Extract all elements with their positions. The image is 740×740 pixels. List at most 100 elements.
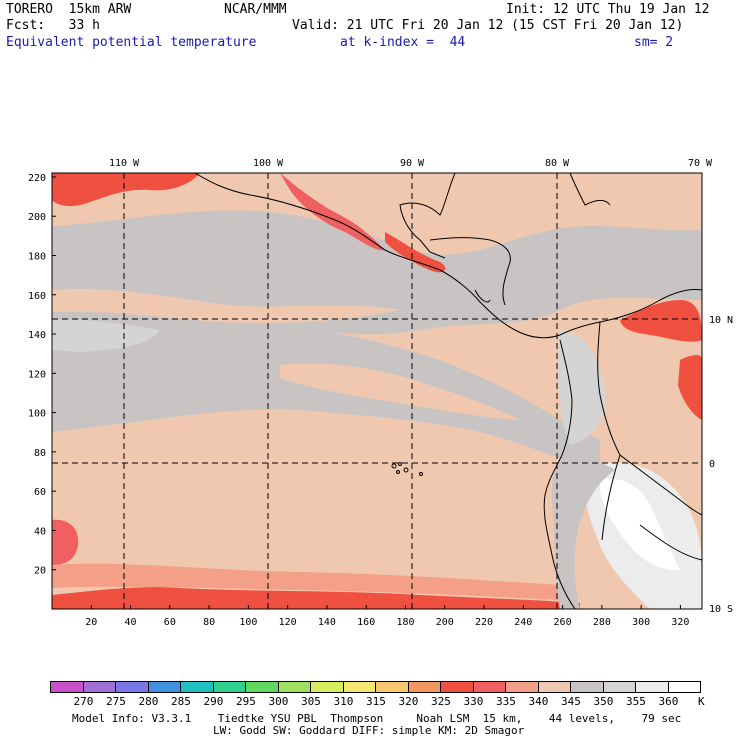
colorbar-label: 285 bbox=[171, 695, 191, 708]
level-info: at k-index = 44 bbox=[340, 35, 466, 50]
x-tick-label: 100 bbox=[239, 617, 257, 628]
footer-physics-info: LW: Godd SW: Goddard DIFF: simple KM: 2D… bbox=[213, 724, 525, 737]
colorbar-label: 340 bbox=[528, 695, 549, 708]
colorbar-swatch bbox=[505, 681, 539, 693]
center-title: NCAR/MMM bbox=[224, 2, 287, 17]
x-tick-label: 300 bbox=[632, 617, 650, 628]
init-time: Init: 12 UTC Thu 19 Jan 12 bbox=[506, 2, 710, 17]
field-grey-band-north bbox=[52, 210, 702, 335]
x-tick-label: 40 bbox=[125, 617, 137, 628]
y-tick-label: 200 bbox=[28, 212, 46, 223]
y-tick-label: 100 bbox=[28, 409, 46, 420]
colorbar-swatch bbox=[472, 681, 506, 693]
colorbar-label: 345 bbox=[561, 695, 581, 708]
colorbar-label: 325 bbox=[431, 695, 451, 708]
forecast-hour: Fcst: 33 h bbox=[6, 18, 100, 33]
x-tick-label: 260 bbox=[554, 617, 572, 628]
footer-model-info: Model Info: V3.3.1 Tiedtke YSU PBL Thomp… bbox=[72, 712, 682, 725]
valid-time: Valid: 21 UTC Fri 20 Jan 12 (15 CST Fri … bbox=[292, 18, 684, 33]
field-red-strip-south bbox=[52, 587, 580, 609]
coastlines bbox=[194, 173, 702, 609]
lat-label-10n: 10 N bbox=[709, 315, 733, 326]
colorbar-label: 270 bbox=[73, 695, 94, 708]
map-frame bbox=[51, 172, 703, 610]
colorbar-swatch bbox=[440, 681, 474, 693]
colorbar-swatch bbox=[635, 681, 669, 693]
lon-label-110w: 110 W bbox=[109, 158, 140, 169]
lon-label-70w: 70 W bbox=[688, 158, 713, 169]
colorbar-swatch bbox=[342, 681, 376, 693]
field-red-patch-nw bbox=[52, 173, 200, 207]
colorbar-label: 275 bbox=[106, 695, 126, 708]
latlon-grid bbox=[52, 173, 702, 609]
colorbar-label: 350 bbox=[593, 695, 614, 708]
colorbar-label: 310 bbox=[333, 695, 354, 708]
x-tick-label: 80 bbox=[203, 617, 215, 628]
colorbar-label: 320 bbox=[398, 695, 419, 708]
colorbar-swatch bbox=[50, 681, 84, 693]
colorbar-swatch bbox=[667, 681, 701, 693]
colorbar-swatch bbox=[407, 681, 441, 693]
colorbar-label: 360 bbox=[658, 695, 679, 708]
x-tick-label: 160 bbox=[357, 617, 375, 628]
field-red-patch-venezuela bbox=[620, 300, 702, 342]
colorbar-swatch bbox=[537, 681, 571, 693]
y-tick-label: 160 bbox=[28, 291, 46, 302]
y-tick-label: 220 bbox=[28, 173, 46, 184]
field-andes-whitest bbox=[599, 478, 680, 571]
field-peach-ribbon-1 bbox=[52, 288, 400, 324]
colorbar-swatch bbox=[310, 681, 344, 693]
x-tick-label: 60 bbox=[164, 617, 176, 628]
field-peach-ribbon-2 bbox=[280, 363, 520, 420]
field-andes-grey bbox=[551, 458, 615, 609]
y-tick-label: 60 bbox=[34, 487, 46, 498]
lat-label-10s: 10 S bbox=[709, 604, 733, 615]
field-red-patch-mexico bbox=[280, 173, 385, 251]
x-axis-ticks: 20 40 60 80 100 120 140 160 180 200 220 240 260 280 30… bbox=[85, 605, 689, 628]
colorbar-swatch bbox=[375, 681, 409, 693]
y-tick-label: 20 bbox=[34, 566, 46, 577]
field-lightgrey-patch-west bbox=[52, 319, 160, 352]
y-tick-label: 120 bbox=[28, 369, 46, 380]
colorbar-label: 280 bbox=[138, 695, 159, 708]
field-salmon-fringe-south bbox=[52, 563, 560, 600]
colorbar-label: 315 bbox=[366, 695, 386, 708]
colorbar-swatch bbox=[277, 681, 311, 693]
colorbar-label: 355 bbox=[626, 695, 646, 708]
field-red-patch-colombia bbox=[678, 355, 702, 420]
field-red-patch-sw bbox=[52, 519, 79, 565]
x-tick-label: 280 bbox=[593, 617, 611, 628]
lon-label-80w: 80 W bbox=[545, 158, 570, 169]
model-title: TORERO 15km ARW bbox=[6, 2, 132, 17]
lon-label-100w: 100 W bbox=[253, 158, 284, 169]
field-red-patch-guatemala bbox=[385, 232, 446, 273]
colorbar-label: 295 bbox=[236, 695, 256, 708]
y-axis-ticks: 220 200 180 160 140 120 100 80 60 40 20 bbox=[28, 173, 56, 577]
colorbar-swatch bbox=[82, 681, 116, 693]
colorbar-swatch bbox=[115, 681, 149, 693]
y-tick-label: 180 bbox=[28, 251, 46, 262]
x-tick-label: 180 bbox=[396, 617, 414, 628]
colorbar-swatch bbox=[180, 681, 214, 693]
colorbar-label: 300 bbox=[268, 695, 289, 708]
x-tick-label: 120 bbox=[279, 617, 297, 628]
galapagos-islands bbox=[391, 462, 423, 476]
colorbar-swatch bbox=[212, 681, 246, 693]
colorbar-label: 290 bbox=[203, 695, 224, 708]
field-lightgrey-patch-east bbox=[558, 330, 606, 445]
colorbar-swatch bbox=[147, 681, 181, 693]
x-tick-label: 320 bbox=[671, 617, 689, 628]
y-tick-label: 80 bbox=[34, 448, 46, 459]
y-tick-label: 40 bbox=[34, 526, 46, 537]
smoothing-info: sm= 2 bbox=[634, 35, 674, 50]
field-name: Equivalent potential temperature bbox=[6, 35, 257, 50]
x-tick-label: 220 bbox=[475, 617, 493, 628]
x-tick-label: 200 bbox=[436, 617, 454, 628]
colorbar-label: 305 bbox=[301, 695, 321, 708]
colorbar-label: 330 bbox=[463, 695, 484, 708]
colorbar-unit: K bbox=[698, 695, 705, 708]
colorbar-swatch bbox=[245, 681, 279, 693]
colorbar-swatch bbox=[602, 681, 636, 693]
x-tick-label: 240 bbox=[514, 617, 532, 628]
